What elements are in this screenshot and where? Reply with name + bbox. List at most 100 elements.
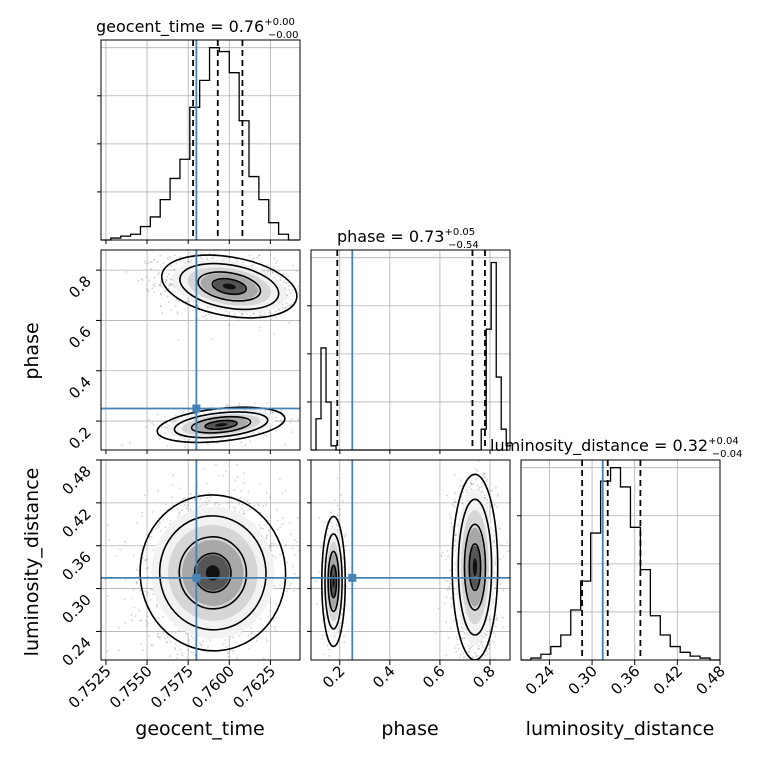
sample-point	[478, 645, 480, 647]
sample-point	[273, 412, 275, 414]
sample-point	[339, 514, 341, 516]
sample-point	[208, 314, 210, 316]
sample-point	[262, 528, 264, 530]
sample-point	[306, 282, 308, 284]
sample-point	[485, 723, 487, 725]
sample-point	[454, 498, 456, 500]
sample-point	[107, 595, 109, 597]
sample-point	[458, 648, 460, 650]
sample-point	[270, 546, 272, 548]
sample-point	[187, 633, 189, 635]
sample-point	[119, 549, 121, 551]
sample-point	[284, 444, 286, 446]
sample-point	[475, 479, 477, 481]
sample-point	[249, 441, 251, 443]
sample-point	[161, 312, 163, 314]
sample-point	[184, 446, 186, 448]
x-tick-label: 0.7625	[229, 662, 279, 712]
sample-point	[224, 639, 226, 641]
sample-point	[190, 509, 192, 511]
sample-point	[167, 637, 169, 639]
sample-point	[282, 523, 284, 525]
sample-point	[484, 477, 486, 479]
sample-point	[309, 421, 311, 423]
sample-point	[301, 301, 303, 303]
sample-point	[329, 649, 331, 651]
sample-point	[502, 627, 504, 629]
sample-point	[503, 590, 505, 592]
sample-point	[493, 535, 495, 537]
y-tick-label: 0.8	[65, 272, 95, 302]
sample-point	[474, 652, 476, 654]
sample-point	[280, 419, 282, 421]
sample-point	[455, 534, 457, 536]
sample-point	[204, 678, 206, 680]
sample-point	[271, 545, 273, 547]
sample-point	[206, 307, 208, 309]
sample-point	[142, 649, 144, 651]
sample-point	[178, 630, 180, 632]
sample-point	[477, 470, 479, 472]
sample-point	[173, 663, 175, 665]
sample-point	[502, 617, 504, 619]
sample-point	[164, 432, 166, 434]
sample-point	[150, 599, 152, 601]
sample-point	[447, 556, 449, 558]
posterior-layer	[100, 456, 340, 701]
sample-point	[263, 434, 265, 436]
sample-point	[266, 435, 268, 437]
sample-point	[457, 524, 459, 526]
sample-point	[217, 502, 219, 504]
sample-point	[275, 557, 277, 559]
sample-point	[246, 500, 248, 502]
sample-point	[242, 261, 244, 263]
sample-point	[241, 313, 243, 315]
sample-point	[446, 495, 448, 497]
sample-point	[227, 652, 229, 654]
sample-point	[197, 412, 199, 414]
sample-point	[236, 464, 238, 466]
sample-point	[302, 289, 304, 291]
sample-point	[344, 536, 346, 538]
sample-point	[184, 497, 186, 499]
sample-point	[269, 602, 271, 604]
sample-point	[200, 257, 202, 259]
sample-point	[264, 312, 266, 314]
sample-point	[494, 504, 496, 506]
y-tick-label: 0.36	[58, 548, 94, 584]
sample-point	[453, 620, 455, 622]
sample-point	[239, 511, 241, 513]
sample-point	[170, 265, 172, 267]
sample-point	[462, 499, 464, 501]
sample-point	[291, 431, 293, 433]
sample-point	[160, 663, 162, 665]
sample-point	[254, 313, 256, 315]
sample-point	[491, 490, 493, 492]
sample-point	[273, 333, 275, 335]
sample-point	[181, 655, 183, 657]
sample-point	[124, 599, 126, 601]
sample-point	[144, 559, 146, 561]
sample-point	[267, 264, 269, 266]
sample-point	[303, 591, 305, 593]
sample-point	[257, 665, 259, 667]
sample-point	[288, 588, 290, 590]
sample-point	[206, 257, 208, 259]
sample-point	[204, 316, 206, 318]
sample-point	[276, 457, 278, 459]
sample-point	[301, 284, 303, 286]
sample-point	[292, 548, 294, 550]
sample-point	[297, 419, 299, 421]
sample-point	[160, 282, 162, 284]
sample-point	[156, 662, 158, 664]
sample-point	[125, 579, 127, 581]
sample-point	[304, 296, 306, 298]
sample-point	[495, 556, 497, 558]
sample-point	[192, 310, 194, 312]
sample-point	[238, 503, 240, 505]
scatter-panel-phase-vs-geocent-time: 0.20.40.60.8	[65, 243, 329, 453]
sample-point	[275, 262, 277, 264]
sample-point	[263, 657, 265, 659]
sample-point	[468, 486, 470, 488]
sample-point	[470, 707, 472, 709]
